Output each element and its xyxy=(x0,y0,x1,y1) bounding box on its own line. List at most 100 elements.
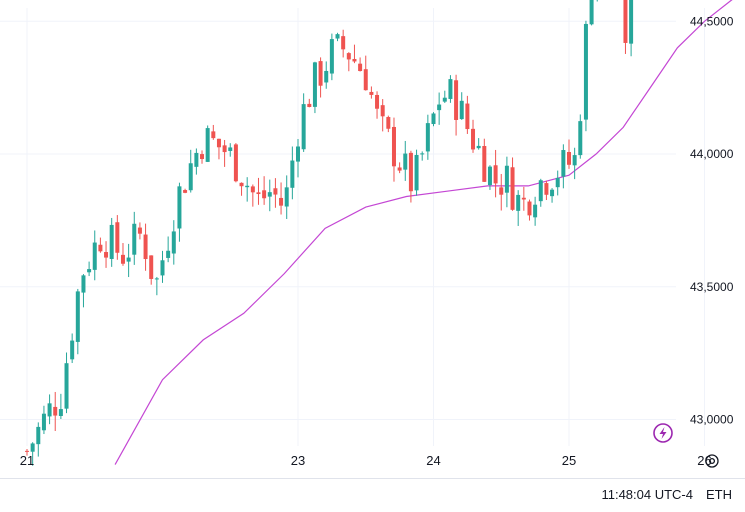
candle-body xyxy=(414,154,419,191)
settings-gear-icon[interactable] xyxy=(705,454,719,468)
candle-up xyxy=(448,75,453,103)
candle-down xyxy=(567,139,571,169)
candle-up xyxy=(629,0,634,57)
candle-up xyxy=(550,188,555,203)
candle-down xyxy=(397,162,402,174)
candle-up xyxy=(589,0,594,26)
candle-up xyxy=(188,149,193,193)
candle-body xyxy=(205,128,210,162)
candle-up xyxy=(516,190,521,226)
candle-body xyxy=(527,201,532,216)
candle-body xyxy=(250,186,255,193)
candle-body xyxy=(442,97,447,102)
candle-body xyxy=(160,260,165,276)
candle-down xyxy=(471,119,476,153)
candle-body xyxy=(267,192,272,197)
candle-body xyxy=(589,0,594,25)
candle-body xyxy=(408,152,413,192)
candle-up xyxy=(538,178,543,207)
candle-up xyxy=(578,114,583,159)
candle-body xyxy=(245,185,250,188)
candle-body xyxy=(228,147,233,151)
candle-body xyxy=(120,254,125,264)
candle-body xyxy=(109,224,114,259)
candle-body xyxy=(177,186,182,229)
candle-body xyxy=(499,187,504,195)
candle-body xyxy=(403,153,408,170)
candle-down xyxy=(544,180,549,201)
moving-average-line xyxy=(114,0,733,465)
candle-body xyxy=(307,103,312,108)
candle-up xyxy=(572,147,577,180)
candle-body xyxy=(262,190,267,199)
candle-down xyxy=(391,117,396,182)
candle-body xyxy=(222,145,227,153)
candle-body xyxy=(550,189,555,197)
candle-up xyxy=(64,352,69,414)
candle-up xyxy=(109,217,114,267)
lightning-bolt-icon[interactable] xyxy=(653,423,673,443)
candle-down xyxy=(233,143,238,183)
candle-body xyxy=(583,23,588,120)
candle-body xyxy=(487,166,492,186)
candle-up xyxy=(296,139,300,178)
candle-body xyxy=(448,79,453,99)
candle-up xyxy=(476,138,481,150)
candle-body xyxy=(516,194,521,211)
candle-down xyxy=(222,139,227,167)
candle-up xyxy=(561,144,566,189)
candle-up xyxy=(132,211,137,265)
candle-down xyxy=(527,199,532,221)
candle-body xyxy=(216,138,221,148)
candle-body xyxy=(363,69,368,91)
candle-down xyxy=(358,57,363,72)
candle-body xyxy=(341,36,346,50)
y-tick-label: 43,5000 xyxy=(690,280,734,294)
candle-body xyxy=(87,269,92,273)
candle-up xyxy=(36,422,41,457)
candle-body xyxy=(572,155,577,166)
candle-down xyxy=(352,44,357,64)
candle-body xyxy=(81,275,86,293)
candle-down xyxy=(375,91,380,119)
candle-down xyxy=(239,182,244,196)
candle-body xyxy=(533,204,538,218)
candle-body xyxy=(386,117,391,129)
candle-up xyxy=(30,442,35,466)
candle-down xyxy=(318,57,323,98)
candle-body xyxy=(166,250,171,258)
candle-body xyxy=(358,63,363,72)
candle-down xyxy=(521,186,526,211)
candle-up xyxy=(171,220,176,265)
candle-body xyxy=(312,62,317,107)
candle-body xyxy=(149,255,154,279)
candle-body xyxy=(544,183,549,195)
candle-body xyxy=(555,177,560,188)
candle-up xyxy=(126,243,131,278)
candle-down xyxy=(273,178,278,208)
candle-down xyxy=(279,182,284,215)
candles-layer xyxy=(25,0,634,466)
candle-down xyxy=(256,177,261,205)
candle-body xyxy=(183,190,188,193)
candle-up xyxy=(267,179,272,212)
status-currency[interactable]: ETH xyxy=(706,487,732,502)
candle-down xyxy=(104,241,109,268)
candle-down xyxy=(346,52,351,72)
candle-up xyxy=(329,33,334,81)
candle-body xyxy=(284,187,289,207)
candle-up xyxy=(58,393,63,420)
candle-down xyxy=(216,138,221,160)
candle-down xyxy=(98,237,103,253)
candle-body xyxy=(375,94,380,109)
candle-body xyxy=(352,58,357,62)
candle-down xyxy=(454,74,459,136)
candle-body xyxy=(188,163,193,191)
moving-average-layer xyxy=(114,0,733,465)
candle-down xyxy=(25,449,29,456)
candle-up xyxy=(459,92,464,120)
candle-body xyxy=(454,80,459,120)
candle-body xyxy=(104,252,109,258)
